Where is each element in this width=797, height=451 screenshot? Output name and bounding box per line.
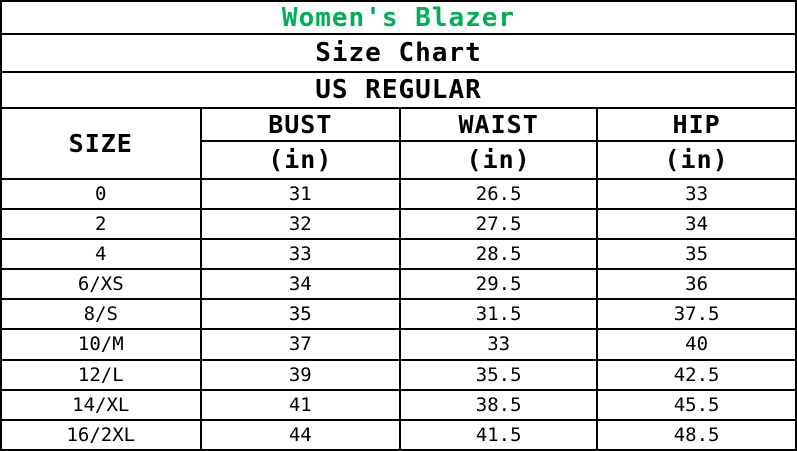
table-row: 16/2XL 44 41.5 48.5 xyxy=(0,418,797,451)
hip-cell: 34 xyxy=(596,207,797,241)
bust-cell: 44 xyxy=(199,418,402,451)
size-cell: 8/S xyxy=(0,298,202,331)
bust-cell: 31 xyxy=(199,177,402,210)
size-cell: 6/XS xyxy=(0,268,202,301)
table-row: 4 33 28.5 35 xyxy=(0,237,797,271)
bust-cell: 41 xyxy=(199,388,402,421)
unit-label-bust: (in) xyxy=(199,139,402,180)
bust-cell: 39 xyxy=(199,358,402,391)
size-cell: 10/M xyxy=(0,328,202,361)
table-row: 10/M 37 33 40 xyxy=(0,328,797,361)
hip-cell: 36 xyxy=(596,268,797,301)
hip-cell: 45.5 xyxy=(596,388,797,421)
unit-label-waist: (in) xyxy=(399,139,599,180)
waist-cell: 33 xyxy=(399,328,599,361)
waist-cell: 27.5 xyxy=(399,207,599,241)
waist-cell: 31.5 xyxy=(399,298,599,331)
size-cell: 4 xyxy=(0,237,202,271)
bust-cell: 35 xyxy=(199,298,402,331)
unit-label-hip: (in) xyxy=(596,139,797,180)
waist-cell: 29.5 xyxy=(399,268,599,301)
hip-cell: 35 xyxy=(596,237,797,271)
chart-title: Women's Blazer xyxy=(0,0,797,36)
waist-cell: 38.5 xyxy=(399,388,599,421)
column-header-hip: HIP xyxy=(596,107,797,142)
hip-cell: 37.5 xyxy=(596,298,797,331)
table-row: 6/XS 34 29.5 36 xyxy=(0,268,797,301)
hip-cell: 42.5 xyxy=(596,358,797,391)
fit-standard-label: US REGULAR xyxy=(0,71,797,110)
bust-cell: 33 xyxy=(199,237,402,271)
size-cell: 2 xyxy=(0,207,202,241)
waist-cell: 41.5 xyxy=(399,418,599,451)
table-row: 14/XL 41 38.5 45.5 xyxy=(0,388,797,421)
bust-cell: 37 xyxy=(199,328,402,361)
waist-cell: 28.5 xyxy=(399,237,599,271)
table-row: 2 32 27.5 34 xyxy=(0,207,797,241)
chart-subtitle: Size Chart xyxy=(0,33,797,74)
size-cell: 0 xyxy=(0,177,202,210)
size-cell: 14/XL xyxy=(0,388,202,421)
hip-cell: 40 xyxy=(596,328,797,361)
column-header-size: SIZE xyxy=(0,107,202,180)
hip-cell: 48.5 xyxy=(596,418,797,451)
waist-cell: 35.5 xyxy=(399,358,599,391)
column-header-bust: BUST xyxy=(199,107,402,142)
size-cell: 12/L xyxy=(0,358,202,391)
table-row: 0 31 26.5 33 xyxy=(0,177,797,210)
waist-cell: 26.5 xyxy=(399,177,599,210)
table-row: 8/S 35 31.5 37.5 xyxy=(0,298,797,331)
bust-cell: 34 xyxy=(199,268,402,301)
column-header-waist: WAIST xyxy=(399,107,599,142)
size-cell: 16/2XL xyxy=(0,418,202,451)
bust-cell: 32 xyxy=(199,207,402,241)
table-row: 12/L 39 35.5 42.5 xyxy=(0,358,797,391)
hip-cell: 33 xyxy=(596,177,797,210)
